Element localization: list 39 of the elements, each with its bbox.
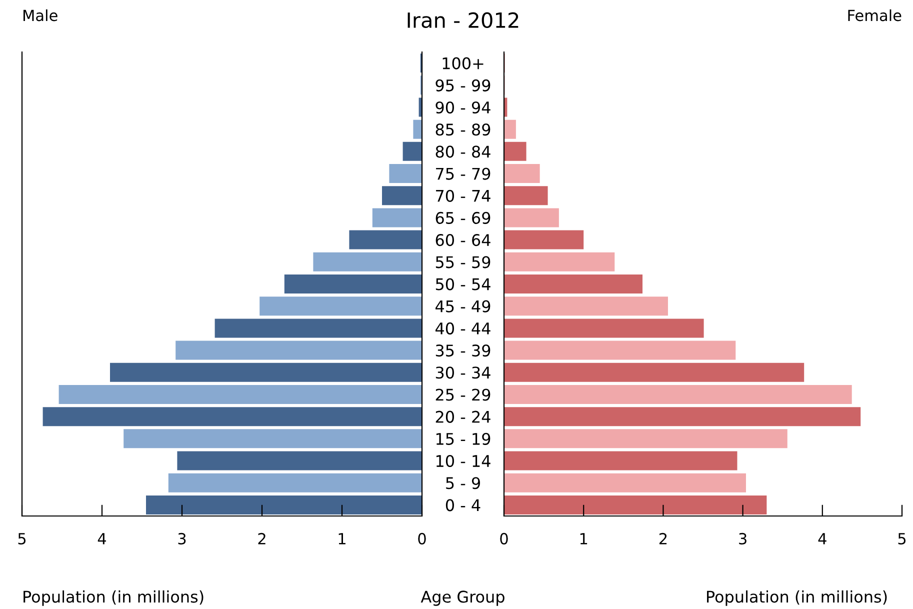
y-tick-label: 90 - 94 — [436, 101, 490, 114]
x-tick-label: 0 — [418, 532, 426, 544]
y-tick-label: 70 - 74 — [436, 190, 490, 202]
y-tick-label: 5 - 9 — [446, 477, 480, 490]
y-tick-label: 35 - 39 — [436, 344, 490, 357]
y-tick-label: 20 - 24 — [436, 410, 490, 423]
y-tick-label: 65 - 69 — [436, 212, 490, 224]
y-tick-label: 100+ — [442, 57, 484, 70]
y-tick-label: 75 - 79 — [436, 168, 490, 180]
y-tick-label: 85 - 89 — [436, 124, 490, 136]
y-tick-label: 80 - 84 — [436, 146, 490, 158]
chart-title: Iran - 2012 — [408, 12, 518, 28]
x-tick-label: 2 — [659, 532, 667, 544]
x-tick-label: 3 — [178, 532, 186, 544]
y-tick-label: 0 - 4 — [446, 499, 480, 512]
x-axis-title: Population (in millions) — [707, 590, 887, 606]
y-tick-label: 45 - 49 — [436, 300, 490, 312]
y-tick-label: 55 - 59 — [436, 256, 490, 268]
x-tick-label: 5 — [18, 533, 26, 544]
y-tick-label: 60 - 64 — [436, 234, 490, 246]
x-tick-label: 4 — [98, 533, 106, 544]
x-tick-label: 1 — [338, 533, 346, 544]
y-tick-label: 50 - 54 — [436, 278, 490, 290]
x-tick-label: 5 — [898, 533, 906, 544]
text: Female — [848, 9, 902, 22]
y-tick-label: 95 - 99 — [436, 79, 490, 92]
y-tick-label: 25 - 29 — [436, 388, 490, 401]
x-tick-label: 2 — [258, 532, 266, 544]
x-tick-label: 4 — [818, 533, 826, 544]
x-axis-title: Population (in millions) — [24, 590, 204, 606]
y-tick-label: 15 - 19 — [436, 432, 490, 445]
y-tick-label: 30 - 34 — [436, 366, 490, 379]
x-tick-label: 1 — [580, 533, 588, 544]
x-tick-label: 3 — [739, 532, 746, 544]
text: Male — [24, 9, 58, 22]
y-axis-title: Age Group — [420, 590, 504, 606]
y-tick-label: 10 - 14 — [436, 454, 490, 468]
x-tick-label: 0 — [500, 532, 508, 544]
y-tick-label: 40 - 44 — [436, 322, 490, 334]
